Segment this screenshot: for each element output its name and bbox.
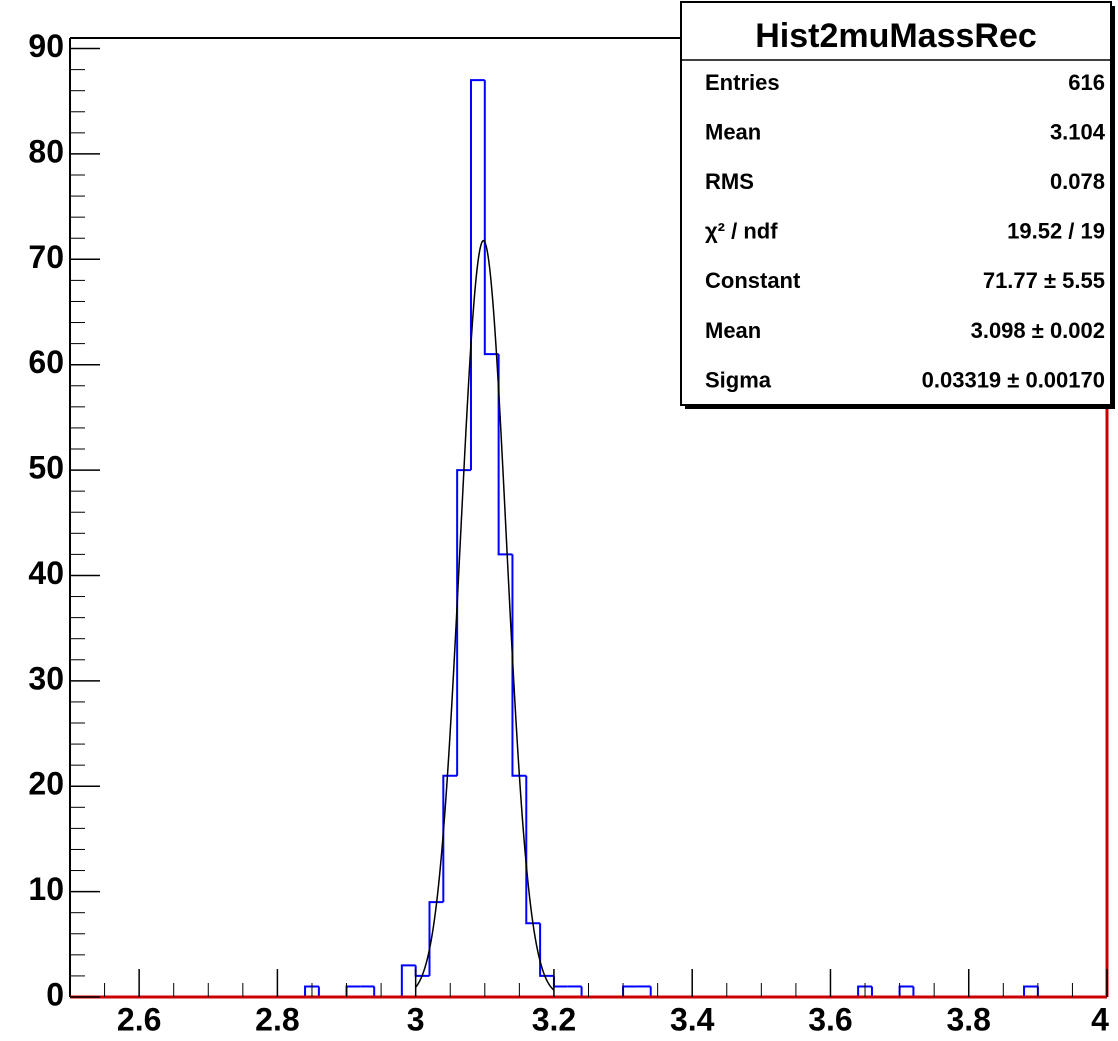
stats-value: 0.078 [1050, 169, 1105, 194]
y-tick-label: 60 [28, 344, 64, 380]
stats-value: 19.52 / 19 [1007, 219, 1105, 244]
histogram-bin [539, 923, 554, 977]
y-tick-label: 10 [28, 871, 64, 907]
x-tick-label: 3 [407, 1001, 425, 1037]
x-tick-label: 2.6 [117, 1001, 161, 1037]
histogram-bin [1023, 985, 1038, 997]
stats-label: Sigma [705, 367, 772, 392]
histogram-bin [525, 775, 541, 925]
histogram-bin [483, 80, 499, 356]
stats-title: Hist2muMassRec [755, 17, 1037, 55]
stats-label: χ² / ndf [705, 219, 778, 244]
stats-label: Entries [705, 70, 780, 95]
stats-label: Mean [705, 119, 761, 144]
x-tick-label: 3.2 [532, 1001, 576, 1037]
y-tick-label: 40 [28, 555, 64, 591]
x-tick-label: 3.8 [946, 1001, 990, 1037]
stats-value: 71.77 ± 5.55 [983, 268, 1105, 293]
fit-curve [415, 239, 555, 991]
y-tick-label: 80 [28, 133, 64, 169]
stats-value: 0.03319 ± 0.00170 [922, 367, 1105, 392]
y-tick-label: 0 [46, 976, 64, 1012]
y-tick-label: 70 [28, 239, 64, 275]
stats-value: 3.098 ± 0.002 [971, 318, 1105, 343]
stats-value: 616 [1068, 70, 1105, 95]
stats-box [680, 1, 1112, 406]
histogram-bin [511, 554, 527, 777]
y-tick-label: 20 [28, 766, 64, 802]
x-tick-label: 2.8 [255, 1001, 299, 1037]
histogram-bin [857, 985, 872, 997]
histogram-bin [400, 964, 416, 997]
y-tick-label: 50 [28, 450, 64, 486]
x-tick-label: 3.6 [808, 1001, 852, 1037]
stats-label: Mean [705, 318, 761, 343]
y-tick-label: 90 [28, 28, 64, 64]
stats-value: 3.104 [1050, 119, 1106, 144]
x-tick-label: 4 [1091, 1001, 1109, 1037]
histogram-bin [442, 774, 458, 903]
histogram-bin [456, 469, 471, 776]
x-tick-label: 3.4 [670, 1001, 715, 1037]
stats-label: Constant [705, 268, 801, 293]
stats-label: RMS [705, 169, 754, 194]
histogram-bin [304, 985, 319, 997]
y-tick-label: 30 [28, 660, 64, 696]
